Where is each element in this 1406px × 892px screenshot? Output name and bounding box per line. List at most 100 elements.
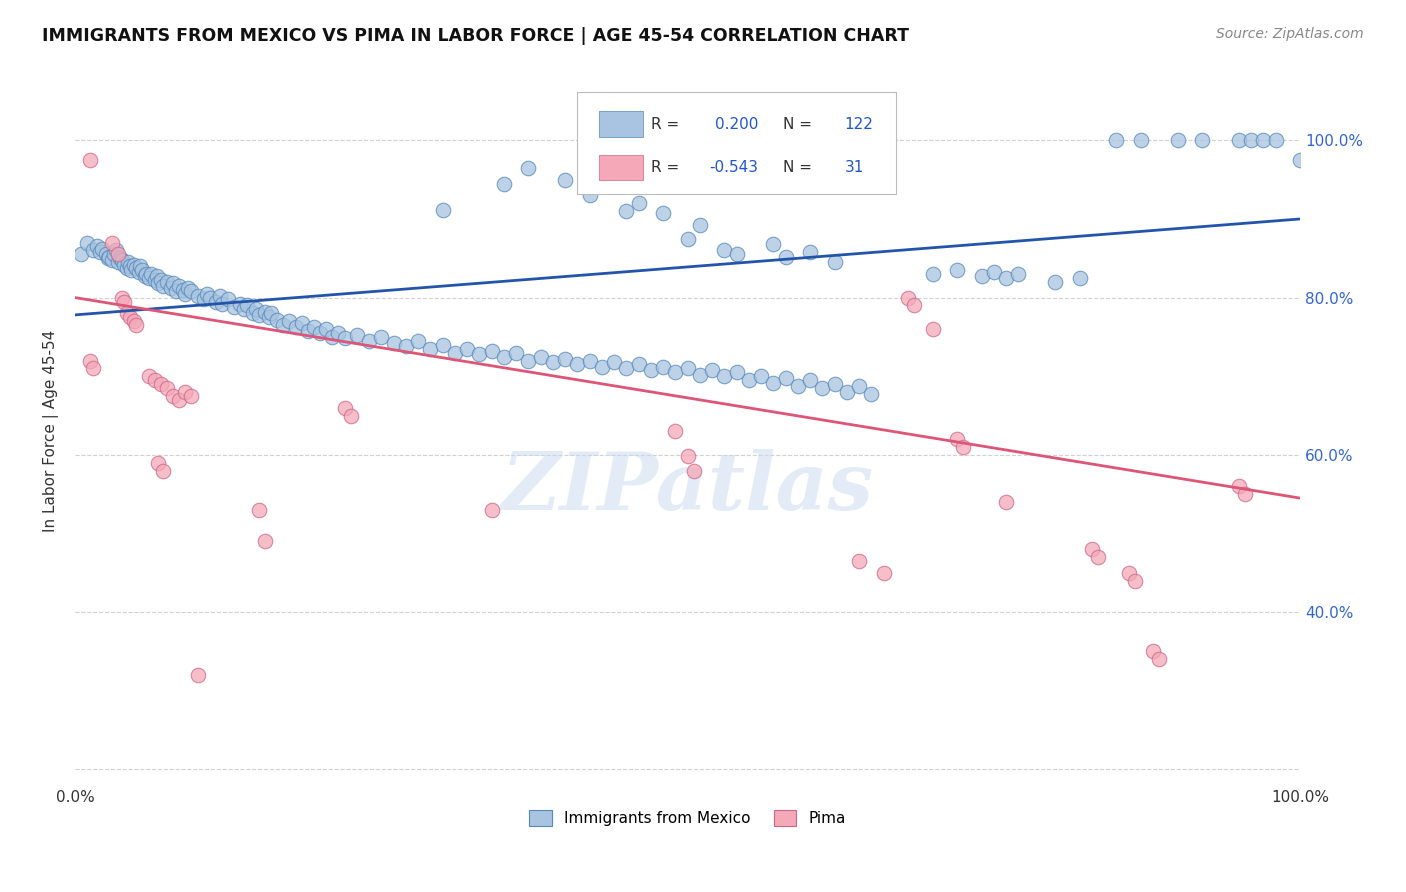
Point (257, 310, 280, 325)
Point (700, 363, 723, 377)
Point (208, 289, 231, 303)
Point (266, 312, 288, 326)
Point (167, 392, 190, 407)
Text: Source: ZipAtlas.com: Source: ZipAtlas.com (1216, 27, 1364, 41)
Point (273, 318, 295, 332)
Point (775, 250, 797, 264)
FancyBboxPatch shape (599, 112, 644, 136)
Point (321, 330, 343, 344)
Point (79, 153, 101, 167)
Point (346, 328, 368, 343)
Point (1289, 869, 1312, 883)
Point (1105, 133, 1128, 147)
Point (309, 326, 332, 340)
Point (432, 202, 454, 217)
Text: R =: R = (651, 160, 683, 175)
Point (811, 381, 834, 395)
Point (333, 331, 356, 345)
Point (120, 259, 142, 273)
Point (101, 252, 124, 267)
FancyBboxPatch shape (578, 92, 896, 194)
Point (517, 353, 540, 368)
Point (247, 308, 270, 322)
Point (339, 409, 361, 423)
Y-axis label: In Labor Force | Age 45-54: In Labor Force | Age 45-54 (44, 330, 59, 533)
Point (824, 377, 846, 392)
Point (1007, 267, 1029, 281)
Point (134, 268, 156, 283)
Point (148, 277, 170, 291)
Point (198, 291, 221, 305)
Point (156, 381, 179, 395)
Point (174, 384, 197, 399)
Point (995, 495, 1018, 509)
Point (235, 298, 257, 312)
Point (291, 316, 314, 330)
Point (125, 260, 148, 275)
Point (245, 302, 267, 317)
Point (529, 350, 551, 364)
Point (1081, 542, 1104, 557)
Point (187, 668, 209, 682)
Point (481, 344, 503, 359)
Point (627, 196, 650, 211)
Point (115, 260, 138, 275)
Point (195, 286, 218, 301)
Point (149, 273, 172, 287)
Point (333, 401, 356, 415)
Text: IMMIGRANTS FROM MEXICO VS PIMA IN LABOR FORCE | AGE 45-54 CORRELATION CHART: IMMIGRANTS FROM MEXICO VS PIMA IN LABOR … (42, 27, 910, 45)
Text: 122: 122 (845, 117, 873, 132)
Point (98, 250, 121, 264)
Text: N =: N = (783, 117, 817, 132)
Point (713, 369, 735, 384)
Point (614, 361, 637, 376)
Point (156, 275, 179, 289)
Point (921, 267, 943, 281)
Point (578, 188, 600, 202)
Point (762, 237, 785, 252)
Point (120, 263, 142, 277)
Point (233, 302, 256, 317)
Point (725, 247, 748, 261)
Point (382, 336, 405, 351)
Point (94, 247, 117, 261)
Point (172, 283, 194, 297)
Point (115, 306, 138, 320)
Legend: Immigrants from Mexico, Pima: Immigrants from Mexico, Pima (522, 803, 853, 834)
Point (1227, 479, 1250, 493)
Point (82, 361, 104, 376)
Point (835, 384, 858, 399)
Point (824, 255, 846, 269)
Point (1123, 574, 1146, 588)
Point (652, 359, 675, 374)
Point (129, 259, 152, 273)
Point (652, 205, 675, 219)
Point (970, 268, 993, 283)
Point (122, 258, 145, 272)
Point (983, 265, 1005, 279)
Point (468, 347, 491, 361)
Point (1129, 133, 1152, 147)
Point (676, 232, 699, 246)
Point (149, 377, 172, 392)
Point (860, 386, 883, 401)
Point (112, 294, 135, 309)
Point (91, 242, 114, 256)
Point (193, 292, 215, 306)
Point (174, 286, 197, 301)
Point (682, 464, 704, 478)
Point (492, 350, 515, 364)
Point (70, 247, 93, 261)
Point (505, 345, 527, 359)
Point (432, 338, 454, 352)
Point (995, 271, 1018, 285)
Point (278, 314, 301, 328)
Point (541, 355, 564, 369)
Point (167, 278, 190, 293)
Point (89, 245, 111, 260)
Point (165, 285, 187, 299)
Point (247, 503, 270, 517)
Point (725, 365, 748, 379)
Point (481, 503, 503, 517)
Point (112, 258, 135, 272)
